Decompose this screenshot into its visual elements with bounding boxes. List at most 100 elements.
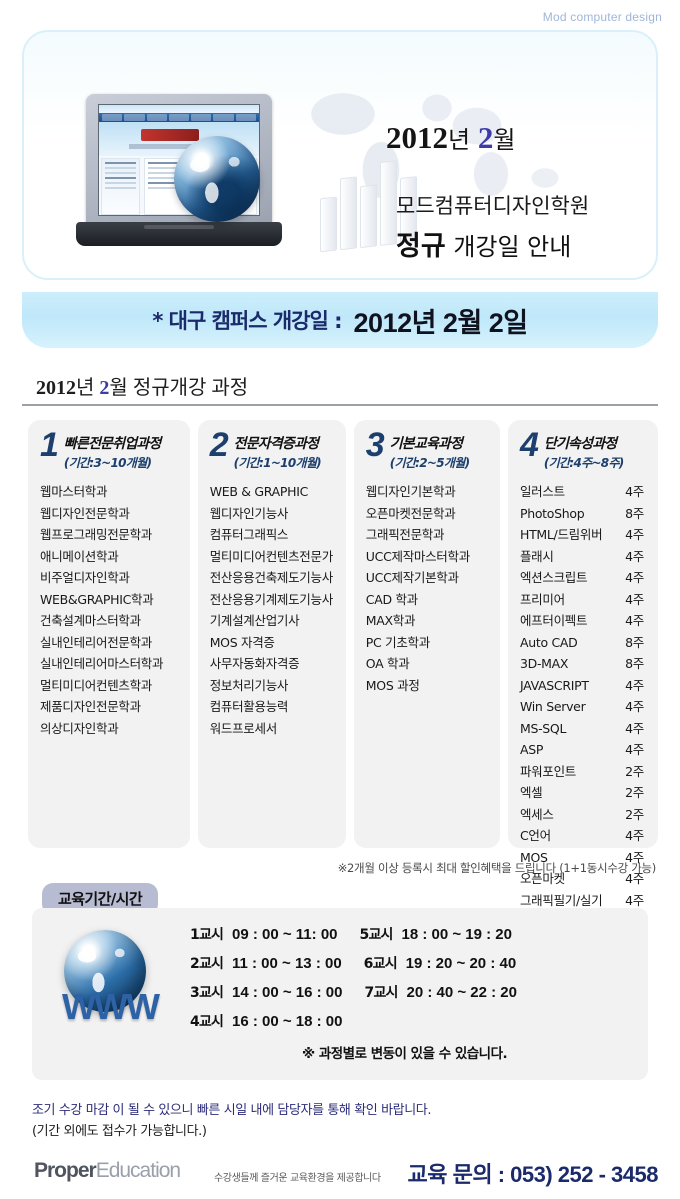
course-label: PhotoShop — [519, 505, 585, 521]
list-item: MAX학과 — [365, 613, 416, 628]
course-weeks: 4주 — [625, 591, 645, 607]
course-weeks: 4주 — [625, 849, 645, 865]
list-item: 기계설계산업기사 — [209, 613, 300, 628]
list-item: 오픈마켓 4주 — [520, 868, 648, 890]
period-label: 3교시 — [190, 985, 224, 1001]
period-label: 6교시 — [363, 956, 398, 972]
course-label: 3D-MAX — [519, 656, 569, 671]
course-label: 엑션스크립트 — [519, 570, 588, 585]
list-item: 정보처리기능사 — [209, 677, 289, 693]
period-time: 14 : 00 ~ 16 : 00 — [232, 984, 343, 1001]
course-label: ASP — [519, 742, 544, 757]
column-header: 2 전문자격증과정 (기간:1~10개월) — [209, 426, 336, 471]
list-item: C언어 4주 — [520, 825, 648, 847]
course-label: 엑셀 — [519, 785, 543, 800]
bottom-note-1: 조기 수강 마감 이 될 수 있으니 빠른 시일 내에 담당자를 통해 확인 바… — [32, 1103, 432, 1118]
list-item: 실내인테리어마스터학과 — [40, 656, 164, 671]
table-row: 1교시 09 : 00 ~ 11: 00 5교시 18 : 00 ~ 19 : 20 — [190, 924, 517, 944]
period-time: 18 : 00 ~ 19 : 20 — [401, 926, 513, 943]
watermark-text: Mod computer design — [542, 10, 662, 24]
hero-date: 2012년 2월 — [386, 120, 515, 156]
list-item: 전산응용건축제도기능사 — [209, 570, 334, 585]
list-item: MOS 자격증 — [209, 634, 275, 650]
course-label: MOS — [519, 849, 548, 865]
column-number: 3 — [365, 426, 385, 464]
hero-subtitle-rest: 개강일 안내 — [445, 233, 572, 261]
list-item: HTML/드림위버 4주 — [520, 524, 648, 546]
course-list: 일러스트 4주 PhotoShop 8주 HTML/드림위버 4주 플래시 4주 엑션스… — [520, 481, 648, 911]
column-header: 1 빠른전문취업과정 (기간:3~10개월) — [40, 428, 180, 471]
course-weeks: 4주 — [625, 828, 645, 843]
course-weeks: 8주 — [625, 656, 645, 671]
list-item: 건축설계마스터학과 — [40, 613, 141, 628]
list-item: 워드프로세서 — [209, 720, 278, 736]
course-column-3: 3 기본교육과정 (기간:2~5개월) 웹디자인기본학과 오픈마켓전문학과 그래… — [353, 420, 500, 848]
course-label: Auto CAD — [519, 634, 578, 650]
contact-phone: 교육 문의 : 053) 252 - 3458 — [407, 1162, 659, 1187]
list-item: WEB&GRAPHIC학과 — [40, 591, 154, 607]
course-label: JAVASCRIPT — [519, 677, 589, 693]
hero-month-unit: 월 — [493, 126, 516, 154]
list-item: 실내인테리어전문학과 — [40, 634, 153, 650]
brand-logo: ProperEducation — [34, 1159, 181, 1183]
list-item: MOS 과정 — [365, 677, 420, 693]
hero-subtitle-bold: 정규 — [396, 231, 446, 262]
laptop-base — [76, 222, 282, 246]
list-item: CAD 학과 — [365, 591, 418, 607]
list-item: 멀티미디어컨텐츠전문가 — [209, 548, 334, 564]
list-item: 웹프로그래밍전문학과 — [40, 527, 153, 542]
course-label: 파워포인트 — [519, 763, 576, 779]
table-row: 4교시 16 : 00 ~ 18 : 00 — [190, 1011, 517, 1031]
column-period: (기간:3~10개월) — [63, 456, 152, 470]
column-title: 기본교육과정 — [389, 436, 463, 452]
list-item: 프리미어 4주 — [520, 589, 648, 611]
list-item: MOS 4주 — [520, 847, 648, 869]
list-item: 엑션스크립트 4주 — [520, 567, 648, 589]
period-label: 1교시 — [190, 927, 224, 943]
column-title: 빠른전문취업과정 — [63, 436, 161, 452]
column-title: 전문자격증과정 — [233, 436, 319, 452]
period-time: 16 : 00 ~ 18 : 00 — [232, 1013, 343, 1030]
list-item: 웹디자인전문학과 — [40, 505, 130, 521]
course-weeks: 4주 — [625, 527, 645, 542]
course-columns: 1 빠른전문취업과정 (기간:3~10개월) 웹마스터학과 웹디자인전문학과 웹… — [28, 420, 659, 908]
column-period: (기간:4주~8주) — [543, 456, 624, 470]
list-item: ASP 4주 — [520, 739, 648, 761]
section-month: 2 — [99, 377, 110, 399]
course-label: 엑세스 — [519, 806, 554, 822]
hero-card: 2012년 2월 모드컴퓨터디자인학원 정규 개강일 안내 — [22, 30, 658, 280]
list-item: 제품디자인전문학과 — [40, 699, 141, 714]
footer-bar: ProperEducation 수강생들께 즐거운 교육환경을 제공합니다 교육… — [0, 1150, 680, 1199]
list-item: PC 기초학과 — [365, 634, 430, 650]
list-item: Auto CAD 8주 — [520, 632, 648, 654]
section-title: 2012년 2월 정규개강 과정 — [36, 371, 248, 400]
column-title: 단기속성과정 — [543, 436, 617, 452]
course-weeks: 8주 — [625, 634, 645, 650]
schedule-table: 1교시 09 : 00 ~ 11: 00 5교시 18 : 00 ~ 19 : 20… — [190, 924, 517, 1040]
campus-open-banner: * 대구 캠퍼스 개강일 : 2012년 2월 2일 — [22, 292, 658, 348]
course-weeks: 2주 — [625, 763, 645, 779]
list-item: 사무자동화자격증 — [209, 656, 300, 671]
list-item: 컴퓨터그래픽스 — [209, 527, 289, 542]
list-item: 웹디자인기본학과 — [365, 484, 456, 499]
hero-year: 2012 — [386, 120, 448, 155]
course-list: 웹마스터학과 웹디자인전문학과 웹프로그래밍전문학과 애니메이션학과 비주얼디자… — [40, 481, 180, 739]
list-item: 엑세스 2주 — [520, 804, 648, 826]
list-item: 전산응용기계제도기능사 — [209, 591, 334, 607]
period-label: 5교시 — [359, 927, 394, 943]
course-label: 일러스트 — [519, 484, 565, 499]
list-item: 파워포인트 2주 — [520, 761, 648, 783]
column-number: 4 — [519, 426, 539, 464]
course-weeks: 4주 — [625, 720, 645, 736]
column-number: 2 — [209, 426, 229, 464]
list-item: 의상디자인학과 — [40, 720, 119, 736]
list-item: 웹디자인기능사 — [209, 505, 289, 521]
course-weeks: 4주 — [625, 742, 645, 757]
logo-bold: Proper — [34, 1159, 97, 1182]
schedule-note: ※ 과정별로 변동이 있을 수 있습니다. — [302, 1046, 508, 1062]
list-item: MS-SQL 4주 — [520, 718, 648, 740]
list-item: 일러스트 4주 — [520, 481, 648, 503]
course-weeks: 2주 — [625, 785, 645, 800]
table-row: 3교시 14 : 00 ~ 16 : 00 7교시 20 : 40 ~ 22 : 2… — [190, 982, 517, 1002]
